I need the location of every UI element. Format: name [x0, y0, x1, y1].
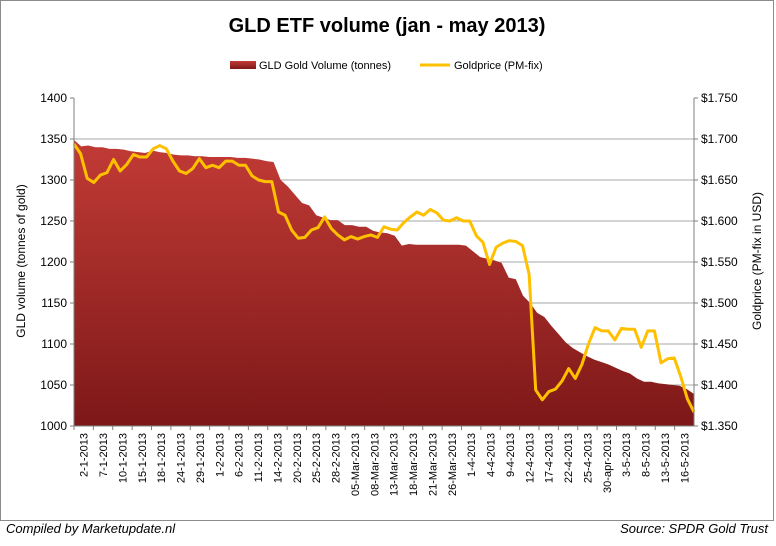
y-left-tick-label: 1400 [40, 91, 67, 105]
y-right-tick-label: $1.600 [701, 214, 738, 228]
x-tick-label: 13-Mar-2013 [389, 433, 401, 496]
y-left-tick-label: 1300 [40, 173, 67, 187]
x-tick-label: 10-1-2013 [117, 433, 129, 483]
x-tick-label: 3-5-2013 [621, 433, 633, 477]
y-right-tick-label: $1.550 [701, 255, 738, 269]
chart-frame: GLD ETF volume (jan - may 2013) GLD Gold… [0, 0, 774, 521]
y-axis-left-ticks: 1400 1350 1300 1250 1200 1150 1100 1050 1000 [40, 91, 74, 433]
goldprice-line [72, 143, 696, 413]
legend-swatch-volume [230, 61, 256, 69]
x-tick-label: 20-2-2013 [292, 433, 304, 483]
x-tick-label: 24-1-2013 [176, 433, 188, 483]
y-left-tick-label: 1100 [41, 337, 67, 351]
x-tick-label: 16-5-2013 [679, 433, 691, 483]
x-tick-label: 7-1-2013 [98, 433, 110, 477]
x-tick-label: 30-apr-2013 [602, 433, 614, 493]
volume-area [74, 139, 694, 426]
y-left-tick-label: 1200 [40, 255, 67, 269]
x-tick-label: 25-2-2013 [311, 433, 323, 483]
x-tick-label: 15-1-2013 [137, 433, 149, 483]
x-tick-label: 8-5-2013 [641, 433, 653, 477]
x-tick-label: 17-4-2013 [544, 433, 556, 483]
y-left-tick-label: 1250 [40, 214, 67, 228]
y-right-tick-label: $1.650 [701, 173, 738, 187]
legend: GLD Gold Volume (tonnes) Goldprice (PM-f… [230, 60, 543, 72]
x-tick-label: 2-1-2013 [79, 433, 91, 477]
x-tick-label: 25-4-2013 [582, 433, 594, 483]
y-axis-left-label: GLD volume (tonnes of gold) [14, 184, 28, 337]
footer-compiled-by: Compiled by Marketupdate.nl [6, 521, 176, 536]
x-tick-label: 21-Mar-2013 [427, 433, 439, 496]
x-tick-label: 14-2-2013 [272, 433, 284, 483]
y-left-tick-label: 1350 [40, 132, 67, 146]
x-tick-label: 08-Mar-2013 [369, 433, 381, 496]
x-axis-ticks: 2-1-2013 7-1-2013 10-1-2013 15-1-2013 18-1-2… [73, 426, 691, 496]
legend-label-goldprice: Goldprice (PM-fix) [454, 60, 543, 72]
x-tick-label: 22-4-2013 [563, 433, 575, 483]
x-tick-label: 18-Mar-2013 [408, 433, 420, 496]
x-tick-label: 18-1-2013 [156, 433, 168, 483]
chart-svg: GLD ETF volume (jan - may 2013) GLD Gold… [14, 15, 764, 496]
y-left-tick-label: 1000 [40, 419, 67, 433]
y-right-tick-label: $1.450 [701, 337, 738, 351]
y-right-tick-label: $1.750 [701, 91, 738, 105]
y-axis-right-ticks: $1.750 $1.700 $1.650 $1.600 $1.550 $1.500 $1.4… [694, 91, 738, 433]
x-tick-label: 28-2-2013 [331, 433, 343, 483]
y-right-tick-label: $1.500 [701, 296, 738, 310]
y-right-tick-label: $1.400 [701, 378, 738, 392]
y-left-tick-label: 1050 [40, 378, 67, 392]
footer-source: Source: SPDR Gold Trust [620, 521, 768, 536]
x-tick-label: 29-1-2013 [195, 433, 207, 483]
x-tick-label: 4-4-2013 [486, 433, 498, 477]
x-tick-label: 13-5-2013 [660, 433, 672, 483]
x-tick-label: 26-Mar-2013 [447, 433, 459, 496]
legend-label-volume: GLD Gold Volume (tonnes) [259, 60, 391, 72]
y-left-tick-label: 1150 [41, 296, 67, 310]
y-right-tick-label: $1.350 [701, 419, 738, 433]
y-axis-right-label: Goldprice (PM-fix in USD) [750, 192, 764, 330]
x-tick-label: 6-2-2013 [234, 433, 246, 477]
x-tick-label: 11-2-2013 [253, 433, 265, 482]
y-right-tick-label: $1.700 [701, 132, 738, 146]
x-tick-label: 9-4-2013 [505, 433, 517, 477]
chart-title: GLD ETF volume (jan - may 2013) [229, 15, 546, 37]
x-tick-label: 05-Mar-2013 [350, 433, 362, 496]
x-tick-label: 12-4-2013 [524, 433, 536, 483]
x-tick-label: 1-4-2013 [466, 433, 478, 477]
x-tick-label: 1-2-2013 [214, 433, 226, 477]
